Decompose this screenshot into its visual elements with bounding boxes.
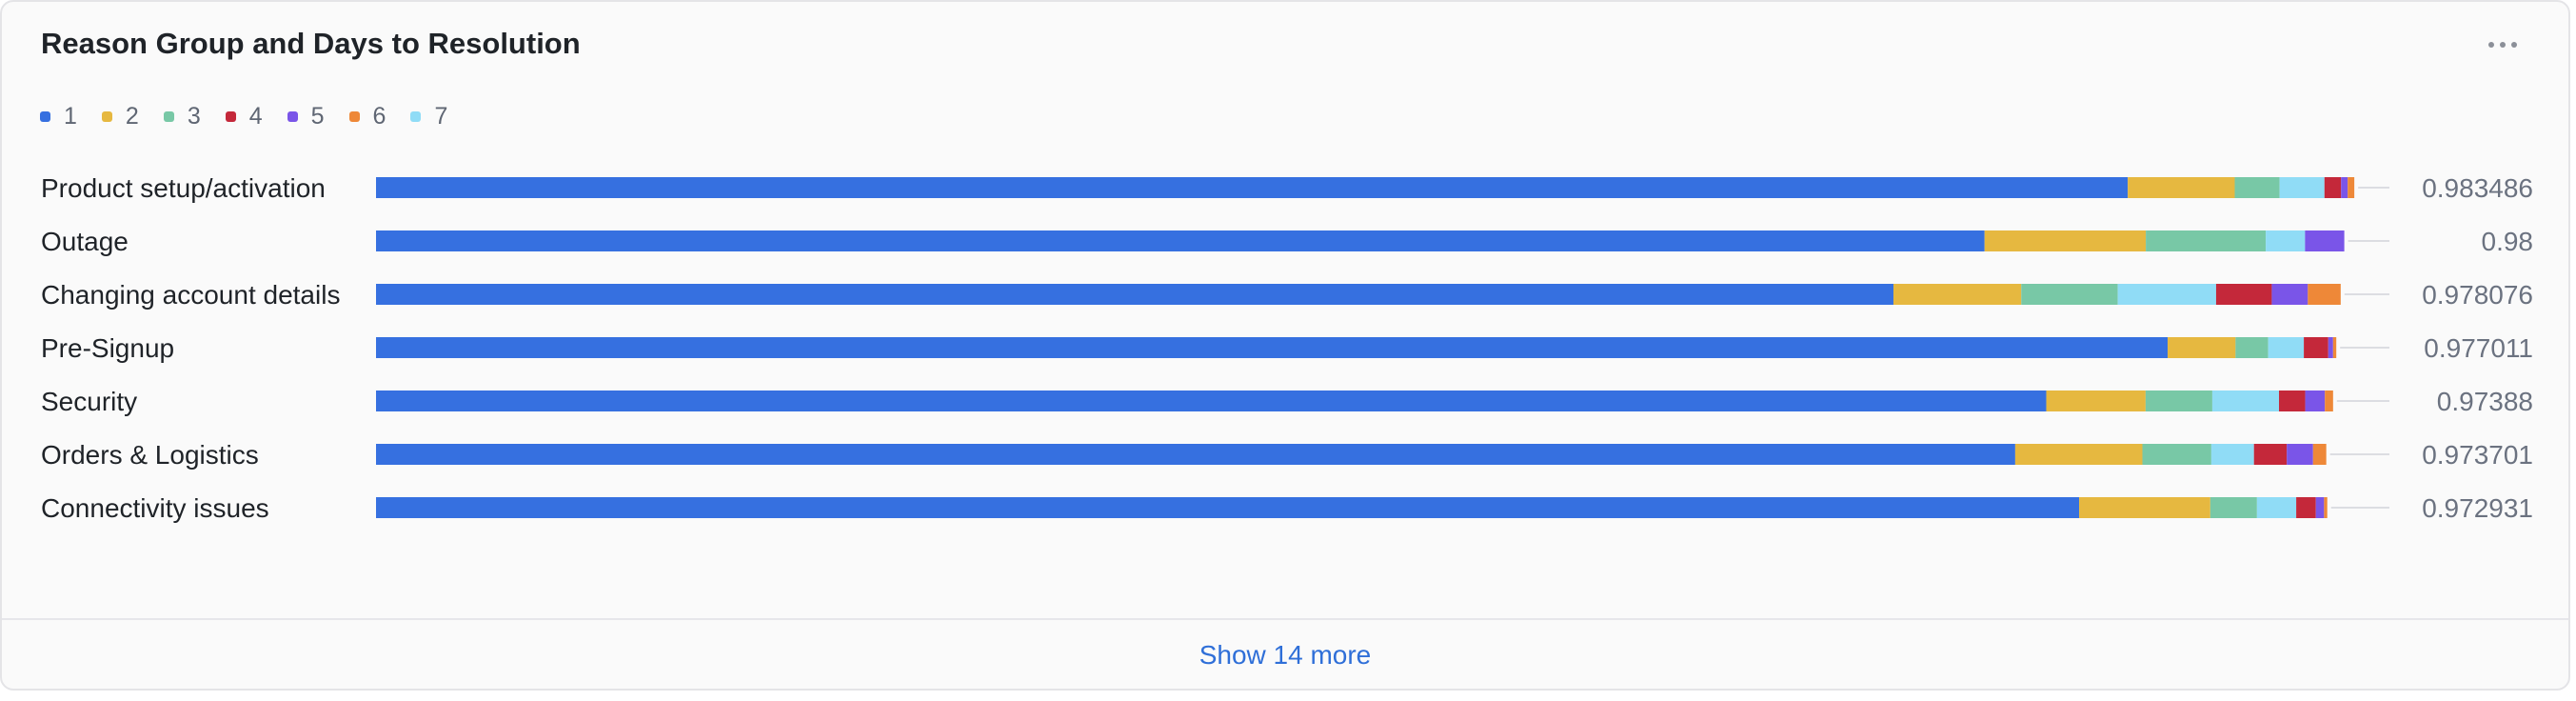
- bar-segment-5[interactable]: [2305, 230, 2345, 251]
- bar-segment-1[interactable]: [376, 444, 2015, 465]
- category-label: Pre-Signup: [41, 333, 174, 363]
- bar-segment-4[interactable]: [2253, 444, 2288, 465]
- bar-segment-7[interactable]: [2117, 284, 2216, 305]
- bar-segment-1[interactable]: [376, 284, 1893, 305]
- category-label: Security: [41, 387, 137, 416]
- category-label: Orders & Logistics: [41, 440, 259, 470]
- bar-row[interactable]: Pre-Signup 0.977011: [41, 333, 2533, 363]
- bar-segment-3[interactable]: [2021, 284, 2118, 305]
- category-label: Connectivity issues: [41, 493, 269, 523]
- bar-segment-5[interactable]: [2328, 337, 2333, 358]
- bar-segment-2[interactable]: [1984, 230, 2147, 251]
- bar-segment-3[interactable]: [2146, 230, 2267, 251]
- bar-segment-1[interactable]: [376, 230, 1985, 251]
- bar-segment-2[interactable]: [2128, 177, 2235, 198]
- bar-segment-2[interactable]: [2079, 497, 2210, 518]
- legend-label: 1: [64, 102, 77, 130]
- bar-row[interactable]: Security 0.97388: [41, 387, 2533, 416]
- legend-item-2[interactable]: 2: [101, 102, 139, 130]
- legend-label: 3: [187, 102, 201, 130]
- legend-item-5[interactable]: 5: [287, 103, 325, 130]
- bar-row[interactable]: Connectivity issues 0.972931: [41, 493, 2533, 523]
- bar-segment-1[interactable]: [376, 497, 2080, 518]
- bar-row[interactable]: Orders & Logistics 0.973701: [41, 440, 2533, 470]
- bar-segment-5[interactable]: [2271, 284, 2308, 305]
- legend-label: 5: [310, 102, 325, 130]
- chart-title: Reason Group and Days to Resolution: [41, 27, 581, 60]
- legend-item-4[interactable]: 4: [225, 102, 263, 130]
- total-value-label: 0.98: [2482, 227, 2534, 256]
- chart-legend: 1 2 3 4 5 6 7: [40, 101, 447, 131]
- legend-label: 2: [125, 102, 139, 130]
- bar-segment-2[interactable]: [2014, 444, 2143, 465]
- bar-segment-5[interactable]: [2315, 497, 2325, 518]
- bar-segment-3[interactable]: [2209, 497, 2257, 518]
- bar-segment-5[interactable]: [2341, 177, 2348, 198]
- bar-segment-3[interactable]: [2142, 444, 2211, 465]
- bar-segment-5[interactable]: [2287, 444, 2313, 465]
- bar-segment-6[interactable]: [2348, 177, 2355, 198]
- legend-swatch: [225, 110, 236, 122]
- category-label: Outage: [41, 227, 129, 256]
- legend-swatch: [40, 110, 50, 122]
- bar-segment-7[interactable]: [2266, 230, 2306, 251]
- legend-swatch: [163, 110, 174, 122]
- legend-swatch: [348, 110, 360, 122]
- legend-swatch: [410, 110, 422, 122]
- bar-segment-1[interactable]: [376, 177, 2129, 198]
- category-label: Product setup/activation: [41, 173, 326, 203]
- bar-segment-7[interactable]: [2210, 444, 2254, 465]
- total-value-label: 0.983486: [2422, 173, 2533, 203]
- footer-divider: [2, 618, 2568, 620]
- bar-segment-6[interactable]: [2325, 391, 2333, 411]
- category-label: Changing account details: [41, 280, 340, 310]
- bar-segment-6[interactable]: [2312, 444, 2327, 465]
- more-horizontal-icon: [2488, 42, 2494, 48]
- bar-segment-7[interactable]: [2268, 337, 2305, 358]
- bar-segment-4[interactable]: [2296, 497, 2316, 518]
- legend-item-1[interactable]: 1: [40, 103, 77, 130]
- bar-segment-7[interactable]: [2256, 497, 2297, 518]
- stacked-bar-chart: Product setup/activation 0.983486 Outage 0.…: [41, 173, 2533, 523]
- bar-segment-4[interactable]: [2324, 177, 2342, 198]
- total-value-label: 0.97388: [2437, 387, 2533, 416]
- bar-segment-2[interactable]: [2046, 391, 2146, 411]
- legend-label: 6: [372, 102, 386, 130]
- bar-segment-3[interactable]: [2235, 337, 2269, 358]
- bar-segment-7[interactable]: [2211, 391, 2280, 411]
- total-value-label: 0.978076: [2422, 280, 2533, 310]
- bar-segment-4[interactable]: [2279, 391, 2306, 411]
- bar-row[interactable]: Product setup/activation 0.983486: [41, 173, 2533, 203]
- bar-row[interactable]: Outage 0.98: [41, 227, 2533, 256]
- bar-segment-6[interactable]: [2308, 284, 2341, 305]
- legend-item-7[interactable]: 7: [410, 103, 447, 130]
- legend-swatch: [287, 110, 298, 122]
- legend-label: 7: [434, 102, 448, 130]
- more-options-button[interactable]: [2479, 30, 2526, 59]
- total-value-label: 0.977011: [2424, 333, 2533, 363]
- bar-segment-1[interactable]: [376, 391, 2047, 411]
- total-value-label: 0.972931: [2422, 493, 2533, 523]
- show-more-button[interactable]: Show 14 more: [1199, 640, 1372, 670]
- legend-label: 4: [248, 102, 263, 130]
- bar-segment-3[interactable]: [2145, 391, 2212, 411]
- bar-segment-4[interactable]: [2215, 284, 2272, 305]
- bar-segment-2[interactable]: [2168, 337, 2236, 358]
- bar-row[interactable]: Changing account details 0.978076: [41, 280, 2533, 310]
- bar-segment-2[interactable]: [1892, 284, 2022, 305]
- legend-item-6[interactable]: 6: [348, 102, 386, 130]
- bar-segment-5[interactable]: [2305, 391, 2326, 411]
- legend-swatch: [101, 110, 112, 122]
- more-horizontal-icon: [2500, 42, 2506, 48]
- bar-segment-4[interactable]: [2304, 337, 2328, 358]
- more-horizontal-icon: [2511, 42, 2517, 48]
- bar-segment-3[interactable]: [2234, 177, 2280, 198]
- total-value-label: 0.973701: [2422, 440, 2533, 470]
- legend-item-3[interactable]: 3: [163, 102, 201, 130]
- bar-segment-6[interactable]: [2332, 337, 2337, 358]
- bar-segment-1[interactable]: [376, 337, 2169, 358]
- bar-segment-7[interactable]: [2279, 177, 2325, 198]
- bar-segment-6[interactable]: [2324, 497, 2328, 518]
